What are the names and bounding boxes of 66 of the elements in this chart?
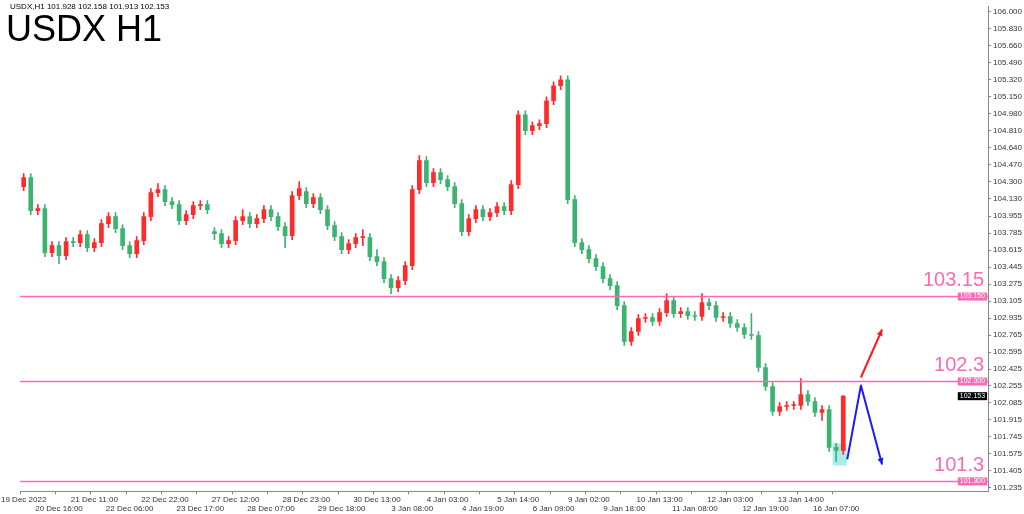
x-tick-label: 12 Jan 03:00 <box>707 495 754 504</box>
y-tick-label: 105.490 <box>993 57 1023 67</box>
y-tick-label: 102.935 <box>993 313 1023 323</box>
y-tick-label: 104.470 <box>993 159 1023 169</box>
y-tick-label: 104.640 <box>993 142 1023 152</box>
y-tick-label: 102.085 <box>993 398 1023 408</box>
y-tick-label: 102.595 <box>993 347 1023 357</box>
y-tick-label: 102.425 <box>993 364 1023 374</box>
chart-subtitle: USDX,H1 101.928 102.158 101.913 102.153 <box>10 2 170 11</box>
y-tick-label: 104.130 <box>993 193 1023 203</box>
x-tick-label: 28 Dec 23:00 <box>282 495 331 504</box>
x-tick-label: 4 Jan 19:00 <box>462 503 505 513</box>
x-tick-label: 20 Dec 16:00 <box>35 503 84 513</box>
candlestick <box>197 200 203 210</box>
y-tick-label: 101.575 <box>993 449 1023 459</box>
y-tick-label: 101.915 <box>993 415 1023 425</box>
y-tick-label: 101.745 <box>993 432 1023 442</box>
x-tick-label: 22 Dec 06:00 <box>105 503 155 513</box>
x-tick-label: 21 Dec 11:00 <box>70 495 119 504</box>
y-tick-label: 104.810 <box>993 125 1023 135</box>
x-tick-label: 5 Jan 14:00 <box>497 495 540 504</box>
x-tick-label: 19 Dec 2022 <box>1 495 47 504</box>
ref-line-label: 102.3 <box>934 353 985 376</box>
candlestick <box>833 443 839 462</box>
ref-line-label: 103.15 <box>922 268 985 291</box>
y-tick-label: 102.765 <box>993 330 1023 340</box>
y-tick-label: 103.955 <box>993 211 1023 221</box>
x-tick-label: 23 Dec 17:00 <box>176 503 225 513</box>
x-tick-label: 11 Jan 08:00 <box>672 503 719 513</box>
ref-line-label: 101.3 <box>934 452 985 475</box>
candlestick <box>784 401 790 411</box>
y-tick-label: 102.255 <box>993 381 1023 391</box>
y-tick-label: 106.000 <box>993 7 1023 16</box>
x-tick-label: 28 Dec 07:00 <box>247 503 296 513</box>
y-tick-label: 104.980 <box>993 108 1023 118</box>
y-tick-label: 103.785 <box>993 228 1023 238</box>
x-tick-label: 12 Jan 19:00 <box>742 503 790 513</box>
x-tick-label: 27 Dec 12:00 <box>211 495 260 504</box>
x-tick-label: 3 Jan 08:00 <box>391 503 434 513</box>
y-tick-label: 101.235 <box>993 483 1023 493</box>
x-tick-label: 6 Jan 09:00 <box>532 503 576 513</box>
x-tick-label: 9 Jan 02:00 <box>568 495 611 504</box>
x-tick-label: 4 Jan 03:00 <box>426 495 470 504</box>
x-tick-label: 29 Dec 18:00 <box>317 503 366 513</box>
y-tick-label: 105.150 <box>993 91 1023 101</box>
y-tick-label: 103.275 <box>993 279 1023 289</box>
y-tick-label: 105.660 <box>993 40 1023 50</box>
candlestick <box>791 401 797 410</box>
y-tick-label: 103.105 <box>993 296 1023 306</box>
y-tick-label: 101.405 <box>993 466 1023 476</box>
x-tick-label: 9 Jan 18:00 <box>603 503 646 513</box>
y-tick-label: 105.830 <box>993 23 1023 33</box>
x-tick-label: 16 Jan 07:00 <box>813 503 860 513</box>
x-tick-label: 22 Dec 22:00 <box>141 495 190 504</box>
y-tick-label: 105.320 <box>993 74 1023 84</box>
candlestick <box>819 405 825 421</box>
y-tick-label: 104.300 <box>993 176 1023 186</box>
candlestick <box>692 311 698 321</box>
y-tick-label: 103.445 <box>993 262 1023 272</box>
y-tick-label: 103.615 <box>993 245 1023 255</box>
candlestick <box>720 312 726 322</box>
x-tick-label: 10 Jan 13:00 <box>636 495 684 504</box>
candlestick <box>70 237 76 247</box>
candlestick <box>360 229 366 246</box>
x-tick-label: 30 Dec 13:00 <box>353 495 402 504</box>
x-tick-label: 13 Jan 14:00 <box>777 495 825 504</box>
